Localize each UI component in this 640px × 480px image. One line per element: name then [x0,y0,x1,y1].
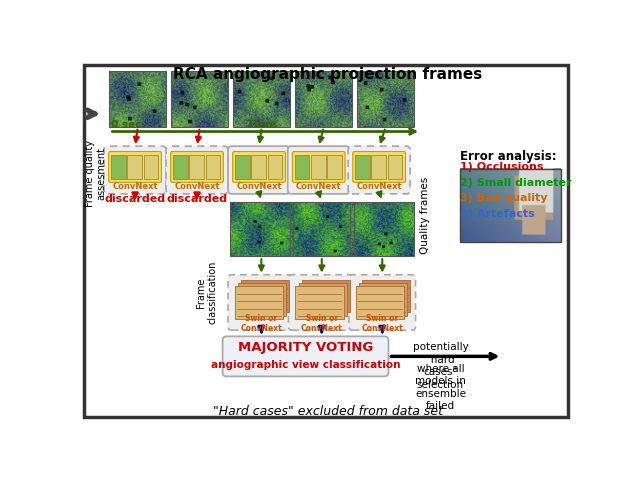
Text: Quality frames: Quality frames [420,177,430,254]
Bar [235,286,283,319]
Text: 1) Occlusions: 1) Occlusions [460,162,543,172]
Text: ConvNext: ConvNext [112,182,158,192]
Bar [294,156,309,179]
Bar [296,286,344,319]
Text: Swin or
ConvNext: Swin or ConvNext [362,313,403,333]
Text: Swin or
ConvNext: Swin or ConvNext [241,313,282,333]
Text: RCA angiographic projection frames: RCA angiographic projection frames [173,67,483,82]
Bar [355,156,370,179]
Bar [356,286,404,319]
Bar [290,203,353,256]
Bar [252,156,266,179]
FancyBboxPatch shape [288,146,349,194]
Bar [311,156,326,179]
FancyBboxPatch shape [353,152,406,182]
Text: Swin or
ConvNext: Swin or ConvNext [301,313,342,333]
FancyBboxPatch shape [104,146,166,194]
Bar [230,203,293,256]
Bar [205,156,220,179]
Bar [234,72,290,127]
Bar [371,156,386,179]
Bar [189,156,204,179]
FancyBboxPatch shape [349,275,415,330]
Text: discarded: discarded [104,194,166,204]
FancyBboxPatch shape [223,336,388,376]
Bar [327,156,342,179]
Bar [351,203,414,256]
Bar [172,72,228,127]
Text: ConvNext: ConvNext [236,182,282,192]
FancyBboxPatch shape [348,146,410,194]
Bar [359,283,407,315]
Text: potentially
"hard
cases"
selection: potentially "hard cases" selection [413,343,468,390]
FancyBboxPatch shape [233,152,285,182]
Text: Frame quality
assesment: Frame quality assesment [84,140,106,206]
Bar [388,156,403,179]
Text: angiographic view classification: angiographic view classification [211,360,400,370]
Text: "Hard cases" excluded from data set: "Hard cases" excluded from data set [213,405,443,418]
Text: Frame
classification: Frame classification [196,261,217,324]
Bar [241,280,289,312]
Bar [268,156,282,179]
Text: 3) Bad quality: 3) Bad quality [460,193,547,203]
Bar [358,72,414,127]
FancyBboxPatch shape [292,152,345,182]
Bar [127,156,142,179]
FancyBboxPatch shape [228,146,290,194]
Text: ConvNext: ConvNext [296,182,342,192]
FancyBboxPatch shape [171,152,223,182]
FancyBboxPatch shape [228,275,294,330]
Bar [362,280,410,312]
FancyBboxPatch shape [109,152,161,182]
Bar [301,280,349,312]
Bar [143,156,158,179]
Bar [173,156,188,179]
Text: 2) Small diameter: 2) Small diameter [460,178,572,188]
Text: discarded: discarded [166,194,228,204]
Text: ConvNext: ConvNext [356,182,402,192]
Bar [298,283,347,315]
FancyBboxPatch shape [166,146,228,194]
Bar [296,72,352,127]
Bar [111,156,125,179]
Text: 4) Artefacts: 4) Artefacts [460,208,534,218]
Text: 0 sec: 0 sec [111,120,141,130]
Bar [460,169,561,242]
Text: ConvNext: ConvNext [174,182,220,192]
Bar [109,72,166,127]
Bar [235,156,250,179]
Text: Error analysis:: Error analysis: [460,150,556,163]
Text: where all
models in
ensemble
failed: where all models in ensemble failed [415,364,466,411]
Text: MAJORITY VOTING: MAJORITY VOTING [238,341,373,354]
FancyBboxPatch shape [289,275,355,330]
Bar [238,283,286,315]
Text: Time: Time [247,120,277,130]
